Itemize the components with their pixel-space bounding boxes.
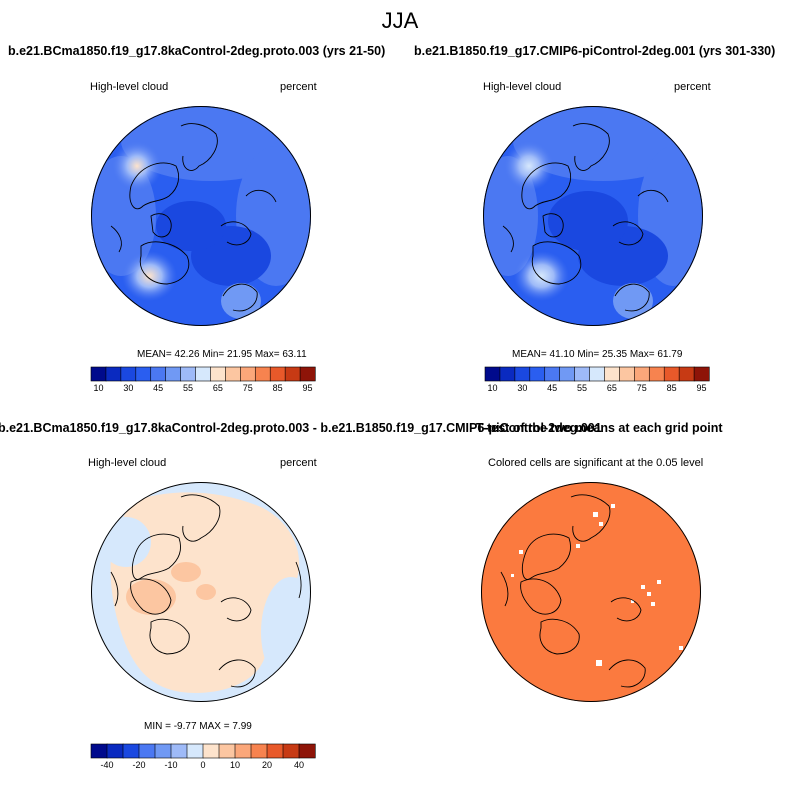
colorbar-swatch (269, 366, 286, 382)
panel-2-variable-label: High-level cloud (483, 81, 562, 93)
colorbar-swatch (122, 743, 140, 759)
colorbar-swatch (250, 743, 268, 759)
colorbar-swatch (240, 366, 256, 382)
colorbar-tick-label: -10 (164, 760, 178, 770)
colorbar-swatch (589, 366, 606, 382)
colorbar-tick-label: 55 (183, 383, 194, 393)
colorbar-swatch (105, 366, 122, 382)
colorbar-swatch (678, 366, 695, 382)
panel-2-colorbar-ticks: 10 30 45 55 65 75 85 95 (485, 383, 709, 397)
colorbar-swatch (254, 366, 271, 382)
colorbar-swatch (648, 366, 665, 382)
colorbar-swatch (120, 366, 137, 382)
season-title: JJA (381, 8, 419, 33)
colorbar-swatch (266, 743, 284, 759)
colorbar-swatch (634, 366, 650, 382)
colorbar-swatch (284, 366, 301, 382)
panel-2-stats: MEAN= 41.10 Min= 25.35 Max= 61.79 (512, 349, 683, 360)
colorbar-swatch (544, 366, 561, 382)
colorbar-swatch (282, 743, 300, 759)
colorbar-swatch (165, 366, 182, 382)
colorbar-swatch (484, 366, 501, 382)
panel-1-polar-map (91, 106, 311, 326)
panel-3-colorbar-ticks: -40 -20 -10 0 10 20 40 (91, 760, 315, 774)
colorbar-tick-label: 40 (293, 760, 304, 770)
colorbar-tick-label: 45 (153, 383, 164, 393)
panel-1-colorbar-ticks: 10 30 45 55 65 75 85 95 (91, 383, 315, 397)
panel-1-stats: MEAN= 42.26 Min= 21.95 Max= 63.11 (137, 349, 307, 360)
colorbar-tick-label: 10 (93, 383, 104, 393)
panel-2-colorbar (484, 366, 710, 382)
colorbar-swatch (154, 743, 172, 759)
panel-2-title: b.e21.B1850.f19_g17.CMIP6-piControl-2deg… (414, 44, 776, 58)
panel-3-stats: MIN = -9.77 MAX = 7.99 (144, 721, 252, 732)
colorbar-swatch (90, 366, 107, 382)
colorbar-swatch (574, 366, 591, 382)
colorbar-tick-label: 95 (696, 383, 707, 393)
panel-3-variable-label: High-level cloud (88, 457, 167, 469)
colorbar-swatch (210, 366, 227, 382)
panel-4-polar-map (481, 482, 701, 702)
colorbar-swatch (559, 366, 576, 382)
panel-2-polar-map (483, 106, 703, 326)
colorbar-swatch (604, 366, 621, 382)
colorbar-tick-label: 55 (577, 383, 588, 393)
colorbar-swatch (90, 743, 108, 759)
colorbar-swatch (186, 743, 204, 759)
colorbar-swatch (299, 366, 316, 382)
colorbar-tick-label: -40 (100, 760, 114, 770)
colorbar-tick-label: -20 (132, 760, 146, 770)
colorbar-swatch (218, 743, 236, 759)
colorbar-swatch (170, 743, 188, 759)
panel-4-subtitle: Colored cells are significant at the 0.0… (488, 457, 704, 469)
colorbar-tick-label: 95 (302, 383, 313, 393)
colorbar-tick-label: 20 (261, 760, 272, 770)
panel-3-colorbar (90, 743, 316, 759)
panel-1-units-label: percent (280, 81, 317, 93)
colorbar-swatch (693, 366, 710, 382)
colorbar-swatch (234, 743, 252, 759)
panel-4-title: T-test of the two means at each grid poi… (476, 421, 723, 435)
colorbar-swatch (135, 366, 152, 382)
panel-3-title: b.e21.BCma1850.f19_g17.8kaControl-2deg.p… (0, 421, 602, 435)
colorbar-tick-label: 30 (517, 383, 528, 393)
colorbar-tick-label: 65 (212, 383, 223, 393)
colorbar-swatch (195, 366, 212, 382)
colorbar-swatch (514, 366, 531, 382)
colorbar-tick-label: 75 (636, 383, 647, 393)
colorbar-tick-label: 65 (606, 383, 617, 393)
colorbar-tick-label: 10 (229, 760, 240, 770)
colorbar-swatch (225, 366, 241, 382)
colorbar-swatch (202, 743, 220, 759)
colorbar-swatch (106, 743, 124, 759)
colorbar-swatch (529, 366, 546, 382)
colorbar-tick-label: 85 (666, 383, 677, 393)
panel-2-units-label: percent (674, 81, 711, 93)
colorbar-tick-label: 75 (242, 383, 253, 393)
colorbar-swatch (150, 366, 167, 382)
colorbar-tick-label: 10 (487, 383, 498, 393)
colorbar-tick-label: 30 (123, 383, 134, 393)
colorbar-swatch (619, 366, 635, 382)
colorbar-swatch (138, 743, 156, 759)
colorbar-tick-label: 45 (547, 383, 558, 393)
colorbar-swatch (663, 366, 680, 382)
panel-1-variable-label: High-level cloud (90, 81, 169, 93)
colorbar-tick-label: 85 (272, 383, 283, 393)
colorbar-swatch (499, 366, 516, 382)
panel-3-units-label: percent (280, 457, 317, 469)
colorbar-tick-label: 0 (200, 760, 206, 770)
colorbar-swatch (180, 366, 197, 382)
colorbar-swatch (298, 743, 316, 759)
panel-1-title: b.e21.BCma1850.f19_g17.8kaControl-2deg.p… (8, 44, 386, 58)
panel-3-polar-map (91, 482, 311, 702)
panel-1-colorbar (90, 366, 316, 382)
